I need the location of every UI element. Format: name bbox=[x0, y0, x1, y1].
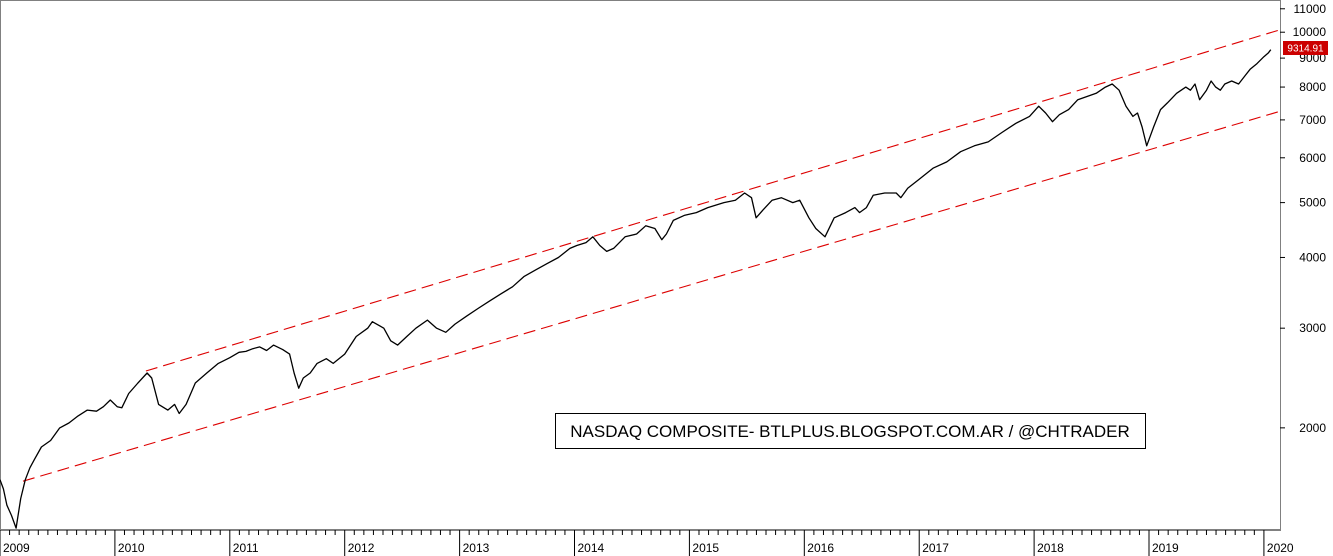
y-tick-label: 3000 bbox=[1299, 321, 1326, 335]
x-tick-label: 2020 bbox=[1267, 541, 1294, 555]
x-tick-label: 2018 bbox=[1037, 541, 1064, 555]
x-tick-label: 2019 bbox=[1152, 541, 1179, 555]
annotation-box: NASDAQ COMPOSITE- BTLPLUS.BLOGSPOT.COM.A… bbox=[555, 413, 1146, 449]
channel-line-lower bbox=[22, 110, 1281, 482]
y-tick-label: 11000 bbox=[1294, 2, 1327, 16]
price-series bbox=[0, 49, 1272, 529]
x-tick-label: 2011 bbox=[233, 541, 259, 555]
annotation-frame bbox=[555, 413, 1146, 449]
channel-lines bbox=[22, 29, 1281, 482]
y-tick-label: 6000 bbox=[1299, 151, 1326, 165]
last-value-badge bbox=[1283, 41, 1328, 55]
x-tick-label: 2017 bbox=[922, 541, 949, 555]
price-line bbox=[0, 49, 1272, 529]
y-tick-label: 7000 bbox=[1299, 113, 1326, 127]
x-tick-label: 2013 bbox=[463, 541, 490, 555]
x-tick-label: 2010 bbox=[118, 541, 145, 555]
annotation-text: NASDAQ COMPOSITE- BTLPLUS.BLOGSPOT.COM.A… bbox=[570, 422, 1129, 441]
y-tick-label: 10000 bbox=[1293, 25, 1327, 39]
x-tick-label: 2016 bbox=[807, 541, 834, 555]
last-value-text: 9314.91 bbox=[1287, 44, 1324, 55]
last-value-label: 9314.91 bbox=[1283, 41, 1328, 55]
x-tick-label: 2012 bbox=[348, 541, 375, 555]
x-tick-label: 2009 bbox=[3, 541, 30, 555]
x-axis: 2009 2010 2011 2012 2013 2014 2015 2016 2017 2018… bbox=[0, 530, 1294, 556]
x-tick-label: 2014 bbox=[578, 541, 605, 555]
plot-area-frame bbox=[0, 0, 1281, 530]
y-tick-label: 5000 bbox=[1299, 196, 1326, 210]
y-tick-label: 8000 bbox=[1299, 80, 1326, 94]
y-tick-label: 4000 bbox=[1299, 250, 1326, 264]
y-axis: 2000300040005000600070008000900010000110… bbox=[1280, 2, 1326, 435]
x-tick-label: 2015 bbox=[692, 541, 719, 555]
y-tick-label: 2000 bbox=[1299, 421, 1326, 435]
